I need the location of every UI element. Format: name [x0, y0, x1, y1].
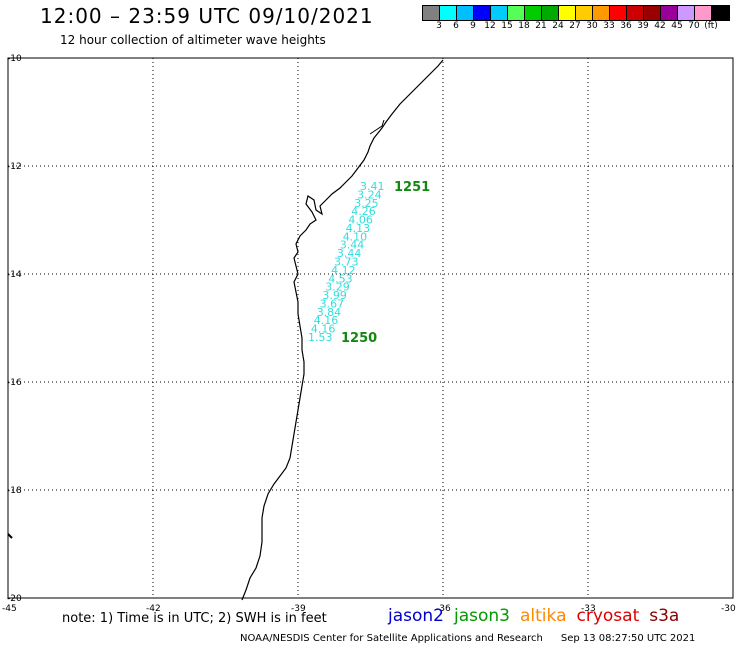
- colorbar-tick-label: 30: [586, 21, 598, 31]
- swh-value: 4.12: [331, 264, 356, 277]
- colorbar-swatch: [525, 6, 542, 20]
- colorbar-swatch: [559, 6, 576, 20]
- swh-value: 3.44: [337, 247, 362, 260]
- colorbar-tick-label: 6: [453, 21, 459, 31]
- lon-label: -39: [291, 604, 306, 614]
- colorbar-tick-label: 12: [484, 21, 496, 31]
- colorbar-tick-label: 33: [603, 21, 615, 31]
- swh-value: 3.84: [317, 306, 342, 319]
- colorbar-swatch: [576, 6, 593, 20]
- lat-axis-labels: -10 -12 -14 -16 -18 -20: [7, 54, 22, 604]
- lon-label: -36: [436, 604, 451, 614]
- colorbar-swatch: [712, 6, 729, 20]
- swh-value: 1.53: [308, 331, 333, 344]
- swh-value: 4.06: [348, 214, 373, 227]
- lon-label: -30: [721, 604, 736, 614]
- swh-value: 3.44: [340, 239, 365, 252]
- lat-label: -12: [7, 162, 22, 172]
- swh-value: 3.24: [357, 188, 382, 201]
- colorbar-swatch: [457, 6, 474, 20]
- colorbar-swatch: [695, 6, 712, 20]
- swh-value: 4.13: [346, 222, 371, 235]
- swh-value: 4.26: [351, 205, 376, 218]
- swh-value: 4.16: [311, 323, 336, 336]
- lat-label: -20: [7, 594, 22, 604]
- satellite-altika: altika: [520, 606, 567, 626]
- swh-value: 3.99: [322, 289, 347, 302]
- colorbar-tick-label: 15: [501, 21, 513, 31]
- colorbar-swatch: [440, 6, 457, 20]
- map-title: 12:00 – 23:59 UTC 09/10/2021: [40, 4, 374, 28]
- colorbar-tick-label: 36: [620, 21, 632, 31]
- satellite-jason3: jason3: [454, 606, 510, 626]
- colorbar-tick-label: (ft): [704, 21, 718, 31]
- swh-value: 3.67: [320, 297, 345, 310]
- colorbar-tick-label: 45: [671, 21, 683, 31]
- colorbar-swatch: [627, 6, 644, 20]
- swh-value: 4.10: [343, 230, 368, 243]
- map-frame: [7, 57, 734, 599]
- swh-value: 3.29: [325, 281, 350, 294]
- lon-label: -45: [2, 604, 17, 614]
- satellite-s3a: s3a: [649, 606, 680, 626]
- generated-timestamp: Sep 13 08:27:50 UTC 2021: [560, 633, 696, 644]
- credit-org: NOAA/NESDIS Center for Satellite Applica…: [240, 633, 543, 644]
- graticule: [8, 58, 733, 598]
- swh-track: 3.413.243.254.264.064.134.103.443.443.73…: [308, 180, 385, 344]
- colorbar-swatch: [508, 6, 525, 20]
- colorbar-tick-label: 70: [688, 21, 700, 31]
- colorbar-swatch: [423, 6, 440, 20]
- colorbar-tick-label: 24: [552, 21, 564, 31]
- lon-label: -42: [146, 604, 161, 614]
- lat-label: -16: [7, 378, 22, 388]
- colorbar-tick-label: 27: [569, 21, 581, 31]
- wave-height-colorbar: [422, 5, 730, 21]
- map-subtitle: 12 hour collection of altimeter wave hei…: [60, 33, 326, 47]
- lon-axis-labels: -45 -42 -39 -36 -33 -30: [2, 604, 736, 614]
- pass-time-label-bottom: 1250: [341, 331, 377, 346]
- lat-label: -10: [7, 54, 22, 64]
- credit-line: NOAA/NESDIS Center for Satellite Applica…: [240, 633, 695, 644]
- lat-label: -18: [7, 486, 22, 496]
- colorbar-swatch: [491, 6, 508, 20]
- colorbar-swatch: [661, 6, 678, 20]
- lat-label: -14: [7, 270, 22, 280]
- colorbar-swatch: [678, 6, 695, 20]
- colorbar-swatch: [474, 6, 491, 20]
- coastline-inlet: [369, 119, 385, 135]
- colorbar-swatch: [644, 6, 661, 20]
- swh-value: 4.16: [314, 314, 339, 327]
- swh-value: 3.25: [354, 197, 379, 210]
- coastline-fragment: [7, 533, 13, 539]
- colorbar-tick-label: 42: [654, 21, 666, 31]
- lon-label: -33: [581, 604, 596, 614]
- coastline: [241, 59, 444, 601]
- satellite-cryosat: cryosat: [576, 606, 640, 626]
- swh-value: 3.41: [360, 180, 385, 193]
- satellite-legend: jason2 jason3 altika cryosat s3a: [388, 606, 689, 626]
- units-note: note: 1) Time is in UTC; 2) SWH is in fe…: [62, 611, 327, 626]
- colorbar-tick-label: 3: [436, 21, 442, 31]
- colorbar-swatch: [593, 6, 610, 20]
- swh-value: 4.53: [328, 272, 353, 285]
- pass-time-label-top: 1251: [394, 180, 430, 195]
- colorbar-swatch: [610, 6, 627, 20]
- colorbar-tick-label: 39: [637, 21, 649, 31]
- colorbar-tick-label: 18: [518, 21, 530, 31]
- swh-value: 3.73: [334, 256, 359, 269]
- satellite-jason2: jason2: [388, 606, 444, 626]
- colorbar-tick-label: 9: [470, 21, 476, 31]
- colorbar-tick-label: 21: [535, 21, 547, 31]
- colorbar-swatch: [542, 6, 559, 20]
